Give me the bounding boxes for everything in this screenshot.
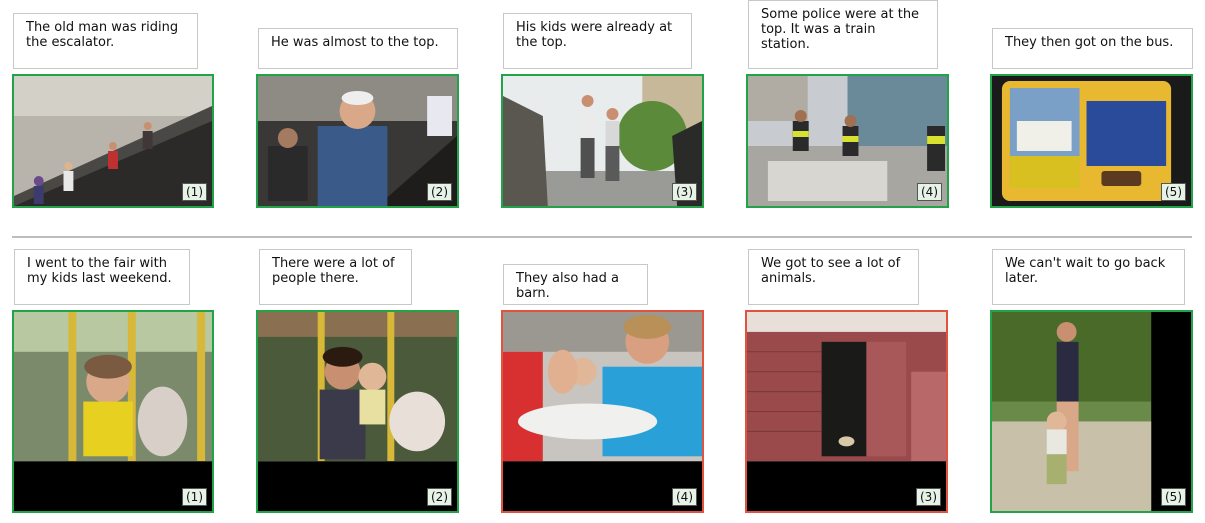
photo-image xyxy=(748,76,947,206)
photo-red-barn: (3) xyxy=(745,310,948,513)
caption-text: His kids were already at the top. xyxy=(516,20,673,50)
photo-man-top-escalator: (2) xyxy=(256,74,459,208)
order-label: (3) xyxy=(672,183,697,201)
caption-box: There were a lot of people there. xyxy=(259,249,412,305)
top-story-row: The old man was riding the escalator. (1… xyxy=(0,0,1205,228)
photo-kids-at-top: (3) xyxy=(501,74,704,208)
caption-text: The old man was riding the escalator. xyxy=(26,20,179,50)
caption-box: His kids were already at the top. xyxy=(503,13,692,69)
caption-text: They then got on the bus. xyxy=(1005,35,1174,50)
caption-text: Some police were at the top. It was a tr… xyxy=(761,7,920,52)
order-label: (2) xyxy=(427,488,452,506)
photo-image xyxy=(14,76,212,206)
order-label: (4) xyxy=(672,488,697,506)
caption-box: They then got on the bus. xyxy=(992,28,1193,69)
photo-bus-poster: (5) xyxy=(990,74,1193,208)
photo-image xyxy=(503,76,702,206)
caption-text: We got to see a lot of animals. xyxy=(761,256,901,286)
photo-image xyxy=(258,312,457,511)
caption-text: He was almost to the top. xyxy=(271,35,439,50)
caption-text: They also had a barn. xyxy=(516,271,619,301)
photo-image xyxy=(747,312,946,511)
bottom-story-row: I went to the fair with my kids last wee… xyxy=(0,240,1205,523)
order-label: (1) xyxy=(182,183,207,201)
caption-box: We got to see a lot of animals. xyxy=(748,249,919,305)
caption-box: They also had a barn. xyxy=(503,264,648,305)
caption-text: I went to the fair with my kids last wee… xyxy=(27,256,172,286)
photo-mother-child-carousel: (2) xyxy=(256,310,459,513)
photo-image xyxy=(503,312,702,511)
order-label: (5) xyxy=(1161,183,1186,201)
order-label: (1) xyxy=(182,488,207,506)
photo-image xyxy=(14,312,212,511)
caption-box: He was almost to the top. xyxy=(258,28,458,69)
order-label: (4) xyxy=(917,183,942,201)
caption-box: Some police were at the top. It was a tr… xyxy=(748,0,938,69)
photo-image xyxy=(992,312,1191,511)
order-label: (3) xyxy=(916,488,941,506)
photo-mother-toddler-walking: (5) xyxy=(990,310,1193,513)
caption-text: There were a lot of people there. xyxy=(272,256,395,286)
photo-escalator-man: (1) xyxy=(12,74,214,208)
caption-box: We can't wait to go back later. xyxy=(992,249,1185,305)
photo-grandmother-waving: (4) xyxy=(501,310,704,513)
photo-police-station: (4) xyxy=(746,74,949,208)
row-divider xyxy=(12,236,1192,238)
caption-box: The old man was riding the escalator. xyxy=(13,13,198,69)
photo-image xyxy=(258,76,457,206)
order-label: (2) xyxy=(427,183,452,201)
caption-text: We can't wait to go back later. xyxy=(1005,256,1166,286)
caption-box: I went to the fair with my kids last wee… xyxy=(14,249,190,305)
photo-child-carousel: (1) xyxy=(12,310,214,513)
photo-image xyxy=(992,76,1191,206)
order-label: (5) xyxy=(1161,488,1186,506)
